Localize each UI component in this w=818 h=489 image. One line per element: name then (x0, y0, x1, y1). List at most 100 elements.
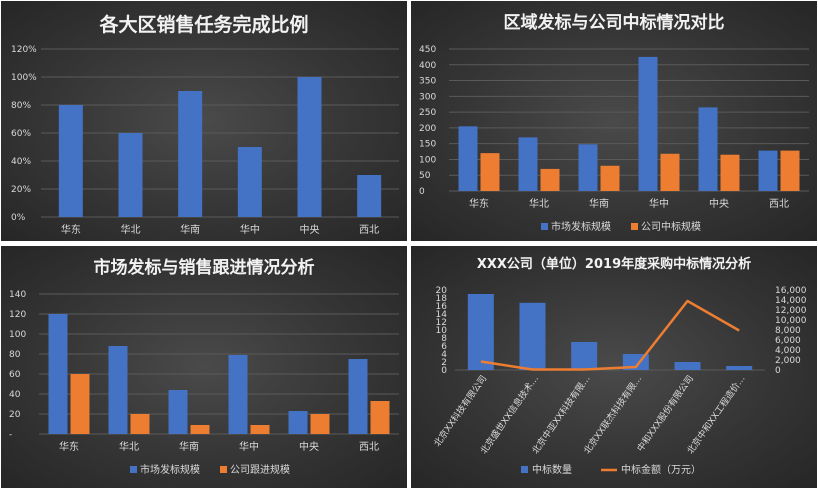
legend-label: 中标金额（万元） (621, 463, 701, 476)
y-tick-label: 80% (11, 101, 31, 111)
y2-tick-label: 6,000 (775, 336, 801, 346)
bar-blue (297, 77, 322, 217)
x-tick-label: 中央 (299, 440, 319, 453)
legend-label: 公司中标规模 (641, 220, 701, 233)
bar-blue (519, 302, 546, 370)
y-tick-label: 0 (419, 187, 425, 197)
bar-orange (600, 165, 620, 191)
y-tick-label: 20% (11, 185, 31, 195)
bar-orange (480, 153, 500, 191)
chart-panel-procurement: XXX公司（单位）2019年度采购中标情况分析 0 2 4 6 8 10 12 14 16 18 20… (411, 246, 817, 488)
bar-blue (108, 346, 128, 434)
bar-blue (518, 137, 538, 191)
bar-orange (190, 425, 210, 434)
bar-blue (674, 362, 701, 370)
legend-label: 中标数量 (532, 463, 572, 476)
y-tick-label: 8 (441, 334, 447, 344)
x-tick-label: 北京中亚XX科技有限… (529, 373, 592, 456)
x-tick-label: 中央 (709, 197, 729, 210)
y2-tick-label: 14,000 (775, 296, 807, 306)
bar-blue (726, 366, 753, 370)
bar-blue (357, 175, 382, 217)
bar-orange (70, 374, 90, 434)
x-tick-label: 华东 (59, 440, 79, 453)
y-tick-label: 6 (441, 342, 447, 352)
y-tick-label: 100 (9, 330, 26, 340)
x-tick-label: 北京盛世XX信息技术… (478, 373, 541, 456)
x-tick-label: 华东 (61, 223, 81, 236)
y2-tick-label: 0 (775, 366, 781, 376)
y-tick-label: 80 (9, 350, 21, 360)
chart-title: 市场发标与销售跟进情况分析 (94, 257, 315, 278)
x-tick-label: 华北 (119, 440, 139, 453)
chart-title: 区域发标与公司中标情况对比 (504, 12, 725, 33)
x-tick-label: 北京中和XX工程造价… (684, 373, 747, 456)
chart-title: XXX公司（单位）2019年度采购中标情况分析 (477, 256, 751, 272)
x-tick-label: 华南 (180, 223, 200, 236)
y-tick-label: 20 (436, 286, 448, 296)
y-tick-label: 300 (419, 92, 436, 102)
y-tick-label: 120 (9, 310, 26, 320)
y-tick-label: 350 (419, 77, 436, 87)
y-tick-label: 12 (436, 318, 447, 328)
x-tick-label: 西北 (359, 224, 379, 236)
followup-chart: 市场发标与销售跟进情况分析 - 20 40 60 80 100 120 140 华东 华北 华南 华中 中… (9, 257, 399, 476)
x-tick-label: 北京XX联杰科技有限… (581, 373, 644, 456)
legend-swatch (631, 223, 638, 230)
legend-swatch (220, 466, 227, 473)
y-tick-label: 2 (441, 358, 447, 368)
y-tick-label: 14 (436, 310, 448, 320)
bar-orange (310, 414, 330, 434)
bar-blue (698, 107, 718, 191)
legend-swatch (521, 466, 528, 473)
y-tick-label: 10 (436, 326, 448, 336)
bar-blue (638, 56, 658, 192)
y-tick-label: 100% (11, 73, 37, 83)
x-tick-label: 中央 (300, 223, 320, 236)
y2-tick-label: 2,000 (775, 356, 801, 366)
x-tick-label: 华北 (529, 197, 549, 210)
bar-blue (467, 294, 494, 370)
y-tick-label: 50 (419, 171, 431, 181)
x-tick-label: 华中 (240, 223, 260, 236)
region-compare-chart: 区域发标与公司中标情况对比 0 50 100 150 200 250 300 350 400 450… (419, 12, 809, 233)
legend-label: 公司跟进规模 (230, 463, 290, 476)
bar-orange (250, 425, 270, 434)
line-series (480, 299, 740, 371)
x-tick-label: 华中 (239, 440, 259, 453)
bar-orange (130, 414, 150, 434)
bar-orange (780, 150, 800, 191)
bar-blue (348, 359, 368, 434)
x-tick-label: 华南 (179, 440, 199, 453)
bar-orange (540, 168, 560, 191)
y-tick-label: 250 (419, 108, 436, 118)
y-tick-label: 16 (436, 302, 448, 312)
y-tick-label: 4 (441, 350, 447, 360)
legend-label: 市场发标规模 (551, 220, 611, 233)
y-tick-label: 18 (436, 294, 448, 304)
x-tick-label: 北京XX科技有限公司 (431, 373, 489, 449)
bar-orange (370, 401, 390, 434)
bar-blue (571, 342, 598, 370)
bar-blue (58, 105, 83, 217)
y-tick-label: 140 (9, 290, 26, 300)
y-tick-label: 450 (419, 45, 436, 55)
chart-panel-completion: 各大区销售任务完成比例 0% 20% 40% 60% 80% 100% 120% 华东 华北 华南 华… (1, 1, 407, 241)
bar-blue (288, 411, 308, 434)
y-tick-label: 120% (11, 45, 37, 55)
bar-blue (178, 91, 203, 217)
x-tick-label: 西北 (769, 198, 789, 210)
x-tick-label: 华东 (469, 197, 489, 210)
x-tick-label: 华中 (649, 197, 669, 210)
y-tick-label: 200 (419, 124, 436, 134)
procurement-chart: XXX公司（单位）2019年度采购中标情况分析 0 2468101214161820… (431, 256, 807, 476)
chart-title: 各大区销售任务完成比例 (98, 13, 308, 36)
bar-blue (168, 390, 188, 434)
legend-swatch (130, 466, 137, 473)
y-tick-label: 400 (419, 61, 436, 71)
y2-tick-label: 10,000 (775, 316, 807, 326)
y-tick-label: 40 (9, 390, 21, 400)
y2-tick-label: 8,000 (775, 326, 801, 336)
chart-panel-region-compare: 区域发标与公司中标情况对比 0 50 100 150 200 250 300 350 400 450… (411, 1, 817, 241)
